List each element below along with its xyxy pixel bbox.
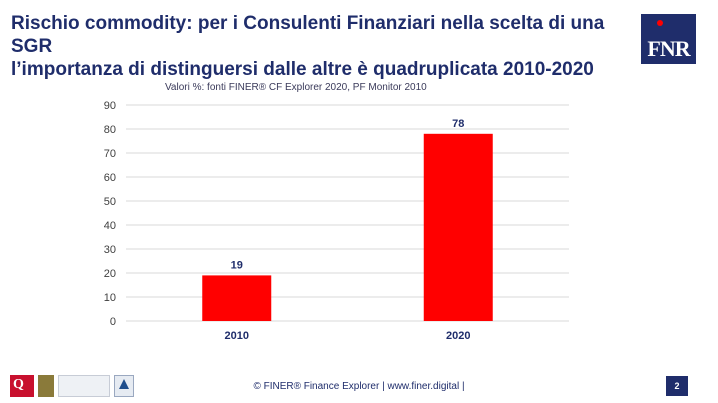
title-line-2: l’importanza di distinguersi dalle altre…	[11, 59, 594, 80]
title-line-1: Rischio commodity: per i Consulenti Fina…	[11, 13, 605, 57]
y-tick-label: 90	[104, 100, 116, 112]
grid-layer	[126, 104, 569, 322]
logo-dot-icon	[657, 20, 663, 26]
certification-seal-icon	[114, 375, 134, 397]
certification-badges: Q	[10, 375, 134, 397]
data-label: 19	[231, 259, 243, 271]
association-logo-icon	[58, 375, 110, 397]
y-tick-label: 20	[104, 268, 116, 280]
x-tick-label: 2020	[446, 330, 470, 342]
finer-logo: FNR	[641, 14, 696, 64]
y-tick-label: 10	[104, 292, 116, 304]
award-badge-icon	[38, 375, 54, 397]
y-tick-label: 0	[110, 316, 116, 328]
y-tick-label: 40	[104, 220, 116, 232]
y-tick-labels: 0 10 20 30 40 50 60 70 80 90	[104, 100, 116, 328]
chart-source-note: Valori %: fonti FINER® CF Explorer 2020,…	[165, 82, 427, 93]
bar-2010	[202, 275, 272, 321]
quality-badge-icon: Q	[10, 375, 34, 397]
y-tick-label: 80	[104, 124, 116, 136]
logo-text: FNR	[647, 36, 690, 61]
page-number: 2	[666, 376, 688, 396]
y-tick-label: 50	[104, 196, 116, 208]
bars	[202, 133, 493, 321]
bar-2020	[423, 133, 493, 321]
x-tick-labels: 2010 2020	[225, 330, 471, 342]
slide-title: Rischio commodity: per i Consulenti Fina…	[11, 12, 611, 81]
data-label: 78	[452, 118, 464, 130]
y-tick-label: 60	[104, 172, 116, 184]
footer-text: © FINER® Finance Explorer | www.finer.di…	[253, 381, 465, 392]
y-tick-label: 30	[104, 244, 116, 256]
x-tick-label: 2010	[225, 330, 249, 342]
y-tick-label: 70	[104, 148, 116, 160]
